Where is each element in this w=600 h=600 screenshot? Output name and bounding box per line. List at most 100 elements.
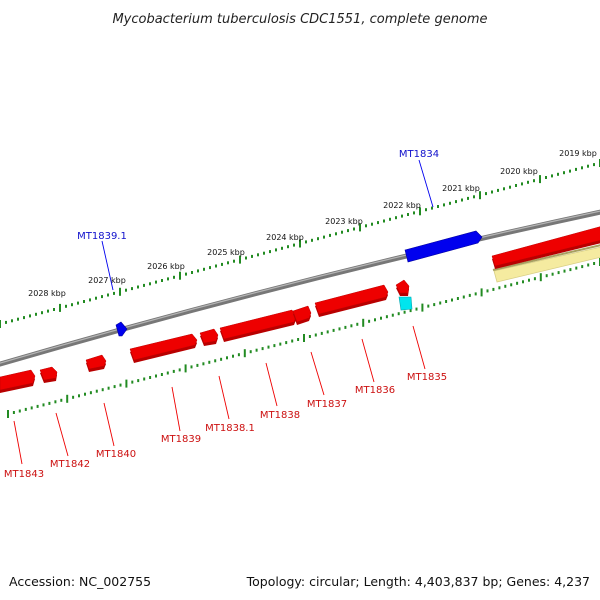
- minor-tick: [528, 278, 530, 282]
- minor-tick: [492, 287, 495, 291]
- gene-mt1834[interactable]: [404, 230, 483, 263]
- minor-tick: [344, 325, 347, 329]
- minor-tick: [12, 411, 15, 414]
- minor-tick: [267, 345, 270, 349]
- minor-tick: [581, 166, 583, 170]
- reverse-gene-arrow[interactable]: [395, 279, 410, 294]
- label-mt1834[interactable]: MT1834: [399, 149, 439, 160]
- gene-mt1839-1[interactable]: [115, 321, 128, 337]
- minor-tick: [468, 293, 471, 297]
- reverse-gene-arrow[interactable]: [129, 333, 198, 361]
- mt1834-connector: [418, 159, 434, 208]
- minor-tick: [155, 280, 157, 284]
- minor-tick: [263, 251, 265, 255]
- minor-tick: [54, 400, 57, 404]
- major-tick: [119, 287, 121, 296]
- minor-tick: [36, 404, 39, 408]
- minor-tick: [143, 377, 146, 381]
- minor-tick: [491, 190, 493, 194]
- major-tick: [362, 318, 365, 327]
- label-mt1842[interactable]: MT1842: [50, 459, 90, 470]
- kbp-label: 2023 kbp: [325, 217, 363, 226]
- minor-tick: [575, 167, 577, 171]
- minor-tick: [515, 184, 517, 187]
- minor-tick: [587, 263, 590, 267]
- label-mt1838-1[interactable]: MT1838.1: [205, 423, 255, 434]
- minor-tick: [131, 380, 134, 384]
- minor-tick: [166, 371, 169, 375]
- label-mt1836[interactable]: MT1836: [355, 385, 395, 396]
- major-tick: [479, 191, 481, 200]
- minor-tick: [101, 295, 103, 299]
- minor-tick: [208, 360, 211, 364]
- minor-tick: [413, 211, 415, 215]
- reverse-gene-arrow[interactable]: [199, 328, 219, 344]
- reverse-gene-arrow[interactable]: [85, 354, 107, 370]
- mt1838-connector: [265, 362, 278, 407]
- label-mt1837[interactable]: MT1837: [307, 399, 347, 410]
- minor-tick: [233, 259, 235, 263]
- minor-tick: [202, 362, 205, 366]
- minor-tick: [569, 169, 571, 173]
- major-tick: [66, 394, 69, 403]
- minor-tick: [397, 312, 400, 316]
- reverse-gene-arrow[interactable]: [314, 284, 389, 315]
- minor-tick: [287, 245, 289, 249]
- minor-tick: [220, 357, 223, 361]
- minor-tick: [522, 280, 524, 284]
- label-mt1843[interactable]: MT1843: [4, 469, 44, 480]
- minor-tick: [30, 406, 33, 410]
- minor-tick: [389, 217, 391, 221]
- major-tick: [303, 334, 305, 342]
- reverse-gene-arrow[interactable]: [491, 224, 600, 267]
- minor-tick: [281, 246, 283, 250]
- minor-tick: [533, 179, 535, 183]
- reverse-gene-arrow[interactable]: [0, 369, 36, 391]
- major-tick: [480, 288, 483, 297]
- reverse-gene-arrow[interactable]: [292, 305, 312, 323]
- minor-tick: [551, 272, 554, 276]
- minor-tick: [131, 287, 133, 291]
- minor-tick: [485, 192, 487, 196]
- major-tick: [299, 239, 301, 248]
- minor-tick: [431, 206, 433, 210]
- reverse-gene-arrow[interactable]: [39, 366, 58, 381]
- minor-tick: [443, 203, 445, 207]
- label-mt1839-1[interactable]: MT1839.1: [77, 231, 127, 242]
- minor-tick: [226, 356, 228, 360]
- accession-text: Accession: NC_002755: [9, 574, 151, 589]
- minor-tick: [317, 237, 319, 241]
- mt1838-1-connector: [218, 375, 230, 420]
- minor-tick: [196, 363, 199, 367]
- minor-tick: [42, 403, 45, 407]
- label-mt1840[interactable]: MT1840: [96, 449, 136, 460]
- minor-tick: [545, 176, 547, 179]
- minor-tick: [35, 312, 37, 316]
- minor-tick: [143, 283, 145, 287]
- kbp-label: 2028 kbp: [28, 289, 66, 298]
- forward-gene-labels: MT1834 MT1839.1: [77, 149, 439, 291]
- major-tick: [125, 379, 128, 388]
- label-mt1839[interactable]: MT1839: [161, 434, 201, 445]
- minor-tick: [391, 313, 394, 317]
- reverse-gene-arrow[interactable]: [219, 309, 297, 340]
- minor-tick: [533, 277, 536, 281]
- kbp-label: 2025 kbp: [207, 248, 245, 257]
- minor-tick: [11, 319, 13, 323]
- minor-tick: [449, 201, 451, 205]
- minor-tick: [504, 284, 507, 288]
- minor-tick: [335, 232, 337, 236]
- rna-feature[interactable]: [398, 296, 413, 311]
- minor-tick: [209, 266, 211, 270]
- minor-tick: [439, 301, 442, 305]
- kbp-label: 2022 kbp: [383, 201, 421, 210]
- kbp-label: 2021 kbp: [442, 184, 480, 193]
- label-mt1838[interactable]: MT1838: [260, 410, 300, 421]
- label-mt1835[interactable]: MT1835: [407, 372, 447, 383]
- minor-tick: [285, 341, 288, 345]
- minor-tick: [18, 409, 21, 413]
- minor-tick: [409, 309, 412, 313]
- minor-tick: [445, 300, 448, 303]
- major-tick: [539, 273, 542, 282]
- minor-tick: [308, 335, 311, 338]
